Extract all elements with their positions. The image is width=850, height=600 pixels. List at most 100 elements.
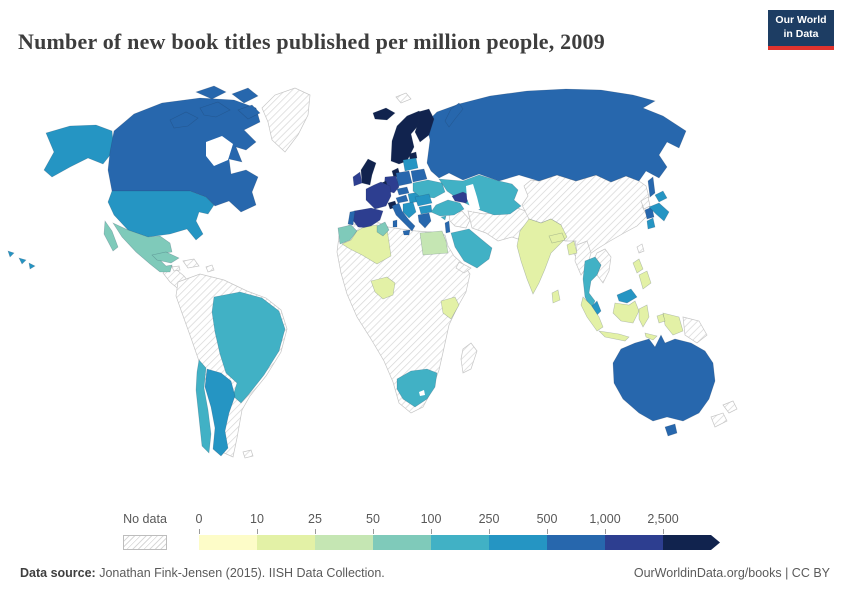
country-hispaniola[interactable]	[182, 258, 200, 269]
country-russia[interactable]	[425, 88, 687, 183]
country-north-korea[interactable]	[640, 196, 651, 210]
country-usa-alaska[interactable]	[43, 124, 115, 178]
country-taiwan[interactable]	[636, 243, 645, 254]
country-yemen[interactable]	[455, 261, 472, 274]
owid-logo[interactable]: Our World in Data	[768, 10, 834, 50]
country-kenya[interactable]	[440, 296, 460, 320]
country-russia-novaya-zemlya[interactable]	[444, 102, 464, 128]
legend-tick-mark	[315, 529, 316, 534]
country-iceland[interactable]	[372, 107, 396, 121]
country-estonia[interactable]	[408, 151, 418, 161]
country-indonesia-moluccas[interactable]	[656, 313, 666, 324]
legend-bin-bin_250_500[interactable]	[489, 535, 547, 550]
country-new-zealand-south[interactable]	[710, 412, 728, 428]
country-indonesia-timor[interactable]	[644, 332, 658, 341]
legend-tick-label: 1,000	[589, 512, 621, 526]
country-cyprus[interactable]	[440, 215, 447, 221]
country-nepal[interactable]	[548, 232, 566, 244]
country-svalbard[interactable]	[395, 92, 412, 104]
country-finland[interactable]	[414, 108, 435, 143]
region-falkland-islands[interactable]	[242, 449, 254, 459]
country-romania[interactable]	[414, 193, 433, 207]
country-nigeria[interactable]	[370, 276, 396, 300]
country-tunisia[interactable]	[376, 221, 390, 237]
country-japan-hokkaido[interactable]	[654, 190, 668, 203]
country-usa-hawaii-2[interactable]	[18, 257, 27, 265]
country-south-korea[interactable]	[644, 206, 655, 220]
country-france[interactable]	[365, 181, 392, 210]
country-indonesia-sumatra[interactable]	[580, 296, 604, 332]
country-canada-arctic-island-1[interactable]	[169, 111, 199, 129]
country-italy-sicily[interactable]	[402, 229, 411, 236]
country-usa-hawaii-1[interactable]	[7, 250, 15, 258]
country-italy[interactable]	[391, 202, 416, 232]
region-lesser-antilles[interactable]	[205, 264, 215, 273]
country-israel[interactable]	[444, 220, 451, 234]
country-indonesia-west-papua[interactable]	[662, 312, 684, 336]
country-japan-kyushu[interactable]	[646, 217, 656, 230]
country-canada-arctic-island-5[interactable]	[237, 104, 261, 120]
country-ireland[interactable]	[352, 171, 363, 187]
footer-link[interactable]: OurWorldinData.org/books | CC BY	[633, 566, 830, 580]
country-belarus[interactable]	[410, 168, 428, 183]
country-italy-sardinia[interactable]	[392, 219, 398, 228]
legend-tick-label: 25	[308, 512, 322, 526]
country-philippines-luzon[interactable]	[632, 258, 644, 274]
country-turkey[interactable]	[430, 199, 465, 217]
country-indonesia-java[interactable]	[598, 330, 630, 342]
country-russia-sakhalin[interactable]	[647, 176, 656, 198]
country-saudi-arabia[interactable]	[450, 228, 493, 269]
legend-bin-bin_10_25[interactable]	[257, 535, 315, 550]
country-argentina[interactable]	[204, 368, 236, 457]
legend-bin-bin_0_10[interactable]	[199, 535, 257, 550]
country-canada-arctic-island-4[interactable]	[231, 87, 259, 104]
country-sri-lanka[interactable]	[551, 289, 561, 304]
country-australia-tasmania[interactable]	[664, 423, 678, 437]
country-usa[interactable]	[107, 190, 215, 241]
country-brazil[interactable]	[211, 291, 286, 404]
legend-bin-bin_100_250[interactable]	[431, 535, 489, 550]
country-thailand[interactable]	[582, 256, 602, 310]
country-balkans[interactable]	[402, 201, 417, 219]
country-indonesia-borneo[interactable]	[612, 300, 640, 324]
legend-bin-bin_2500_plus[interactable]	[663, 535, 720, 550]
country-malaysia-borneo[interactable]	[616, 288, 638, 304]
country-mexico-baja[interactable]	[103, 220, 119, 252]
country-south-africa[interactable]	[396, 368, 438, 408]
region-africa-nodata[interactable]	[336, 221, 471, 414]
country-usa-hawaii-3[interactable]	[28, 262, 36, 270]
country-ukraine[interactable]	[412, 179, 446, 199]
country-madagascar[interactable]	[460, 342, 478, 374]
country-japan-honshu[interactable]	[648, 202, 670, 222]
country-austria[interactable]	[395, 194, 409, 204]
legend-bin-bin_1000_2500[interactable]	[605, 535, 663, 550]
legend-bin-bin_500_1000[interactable]	[547, 535, 605, 550]
country-cuba[interactable]	[151, 251, 180, 264]
legend-tick-label: 10	[250, 512, 264, 526]
country-bangladesh[interactable]	[566, 240, 578, 256]
country-philippines-mindanao[interactable]	[638, 270, 652, 290]
country-united-kingdom[interactable]	[360, 158, 377, 186]
country-greenland[interactable]	[261, 87, 311, 153]
country-papua-new-guinea[interactable]	[682, 316, 708, 344]
legend-bin-bin_25_50[interactable]	[315, 535, 373, 550]
legend-bin-bin_50_100[interactable]	[373, 535, 431, 550]
country-czechia[interactable]	[396, 186, 410, 196]
country-canada-arctic-island-3[interactable]	[195, 85, 227, 100]
page-title: Number of new book titles published per …	[18, 28, 605, 54]
country-greece[interactable]	[417, 212, 432, 229]
region-near-east-nodata[interactable]	[448, 210, 471, 229]
country-latvia-lithuania[interactable]	[402, 157, 419, 172]
country-new-zealand-north[interactable]	[722, 400, 738, 414]
country-egypt[interactable]	[419, 230, 449, 256]
country-algeria[interactable]	[341, 224, 392, 265]
country-chile[interactable]	[195, 359, 212, 454]
country-portugal[interactable]	[347, 210, 356, 226]
country-australia[interactable]	[612, 334, 716, 422]
country-morocco[interactable]	[337, 224, 358, 245]
region-indochina-nodata[interactable]	[594, 248, 612, 284]
country-canada-arctic-island-2[interactable]	[199, 101, 231, 118]
country-jamaica[interactable]	[171, 265, 181, 272]
country-indonesia-sulawesi[interactable]	[638, 304, 650, 328]
legend-no-data-swatch[interactable]	[123, 535, 167, 550]
